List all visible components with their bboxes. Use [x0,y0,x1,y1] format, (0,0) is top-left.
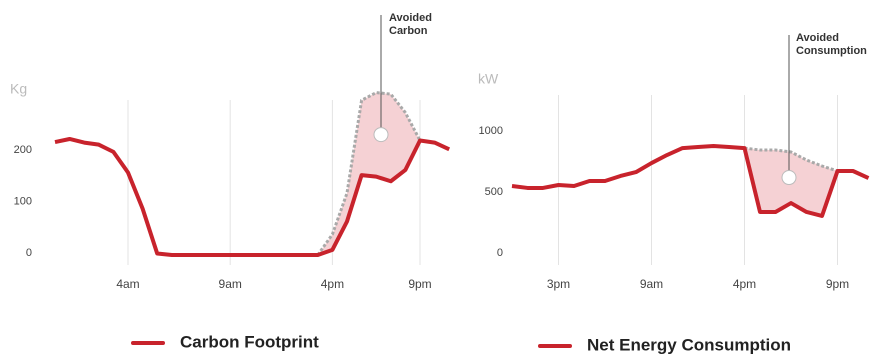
x-tick-label: 9am [640,277,663,291]
legend-label: Net Energy Consumption [587,335,791,354]
x-tick-label: 9am [219,277,242,291]
y-tick-label: 1000 [479,125,503,137]
avoided-line [316,91,422,256]
series-line [511,144,870,218]
y-tick-label: 0 [26,247,32,259]
y-tick-label: 100 [14,195,32,207]
y-axis-label: Kg [10,81,27,97]
annotation-dot [373,127,389,143]
y-tick-label: 200 [14,144,32,156]
avoided-line [744,146,838,173]
x-tick-label: 4pm [321,277,344,291]
x-tick-label: 9pm [408,277,431,291]
y-tick-label: 0 [497,247,503,259]
series-line [54,136,451,257]
y-axis-label: kW [478,71,499,87]
y-tick-label: 500 [485,186,503,198]
x-tick-label: 4pm [733,277,756,291]
x-tick-label: 9pm [826,277,849,291]
x-tick-label: 3pm [547,277,570,291]
annotation: Avoided Carbon [389,12,432,37]
annotation: Avoided Consumption [796,32,867,57]
legend-label: Carbon Footprint [180,332,319,351]
avoided-area [317,92,420,255]
annotation-dot [781,170,797,186]
x-tick-label: 4am [116,277,139,291]
